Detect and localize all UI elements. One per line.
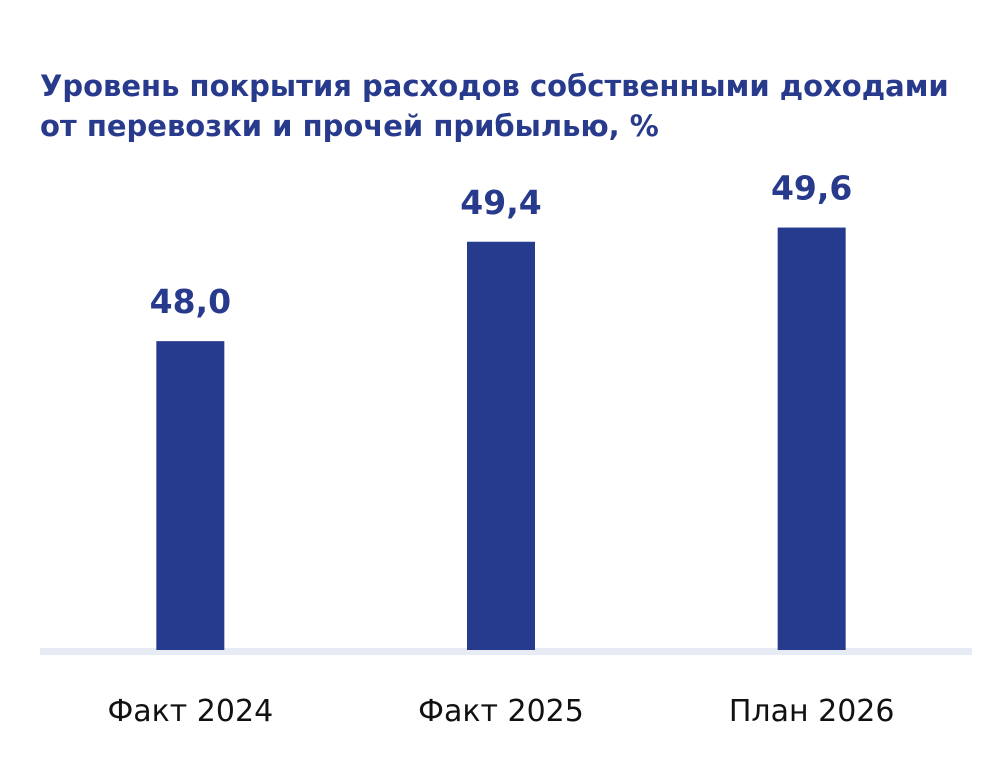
chart-title-line-2: от перевозки и прочей прибылью, % bbox=[40, 109, 659, 143]
category-label-1: Факт 2025 bbox=[418, 694, 584, 729]
bar-2 bbox=[777, 227, 846, 651]
value-label-0: 48,0 bbox=[150, 282, 231, 321]
value-label-1: 49,4 bbox=[460, 183, 541, 222]
category-label-0: Факт 2024 bbox=[107, 694, 273, 729]
bar-0 bbox=[156, 341, 225, 650]
category-label-2: План 2026 bbox=[729, 694, 895, 729]
x-axis-baseline bbox=[40, 648, 972, 655]
chart-title-line-1: Уровень покрытия расходов собственными д… bbox=[40, 69, 949, 103]
bar-1 bbox=[467, 241, 535, 650]
chart-title: Уровень покрытия расходов собственными д… bbox=[40, 66, 990, 146]
value-label-2: 49,6 bbox=[771, 169, 852, 208]
